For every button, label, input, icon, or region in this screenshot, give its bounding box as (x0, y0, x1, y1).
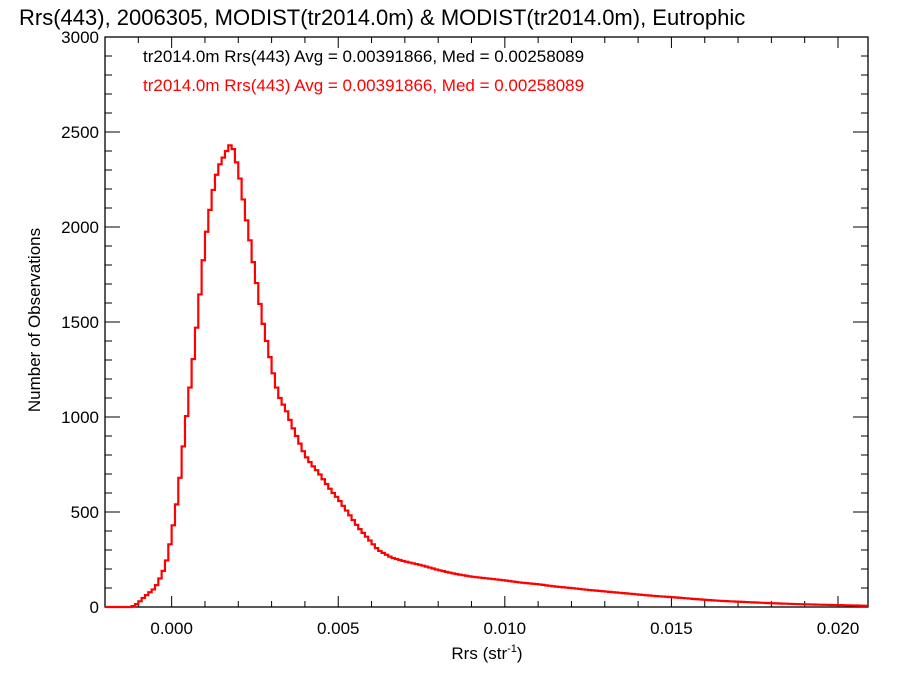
x-axis: 0.000 0.005 0.010 0.015 0.020 (137, 37, 860, 638)
chart-title: Rrs(443), 2006305, MODIST(tr2014.0m) & M… (19, 5, 745, 30)
x-axis-label: Rrs (str-1) (451, 643, 522, 663)
y-axis-label: Number of Observations (25, 228, 44, 412)
x-tick-label: 0.015 (650, 619, 693, 638)
plot-frame (104, 36, 869, 608)
y-tick-label: 0 (90, 598, 99, 617)
y-axis: 0 500 1000 1500 2000 2500 3000 (61, 28, 868, 617)
histogram-series-line (105, 144, 868, 609)
y-tick-label: 3000 (61, 28, 99, 47)
annotation-avg-med-red: tr2014.0m Rrs(443) Avg = 0.00391866, Med… (143, 76, 584, 95)
x-tick-label: 0.010 (484, 619, 527, 638)
y-tick-label: 500 (71, 503, 99, 522)
x-tick-label: 0.020 (817, 619, 860, 638)
x-tick-label: 0.005 (317, 619, 360, 638)
x-tick-label: 0.000 (150, 619, 193, 638)
y-tick-label: 2000 (61, 218, 99, 237)
y-tick-label: 2500 (61, 123, 99, 142)
y-tick-label: 1500 (61, 313, 99, 332)
y-tick-label: 1000 (61, 408, 99, 427)
annotation-avg-med-black: tr2014.0m Rrs(443) Avg = 0.00391866, Med… (143, 47, 584, 66)
